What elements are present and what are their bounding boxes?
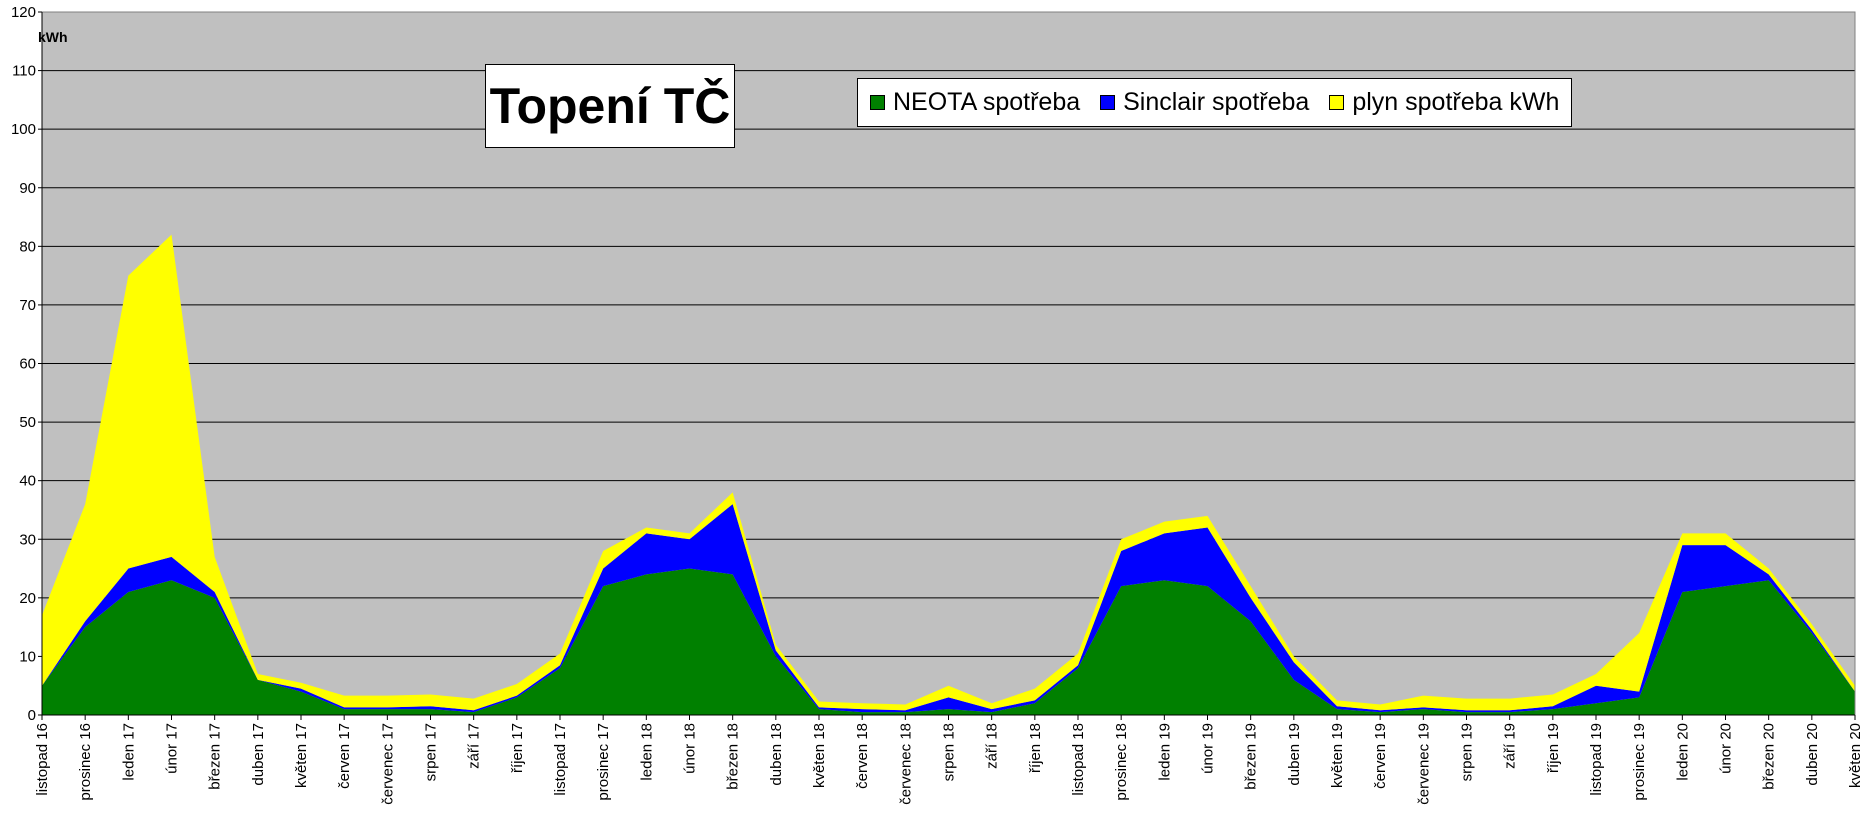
x-tick-label: prosinec 18 — [1113, 723, 1130, 801]
y-tick-label: 40 — [19, 473, 36, 490]
series-area-0 — [42, 568, 1855, 715]
x-tick-label: listopad 18 — [1070, 723, 1087, 796]
x-tick-label: leden 20 — [1674, 723, 1691, 781]
y-tick-label: 70 — [19, 297, 36, 314]
x-tick-label: září 19 — [1502, 723, 1519, 769]
legend-swatch-neota — [870, 95, 885, 110]
x-tick-label: květen 18 — [811, 723, 828, 788]
y-tick-label: 20 — [19, 590, 36, 607]
x-tick-label: srpen 19 — [1459, 723, 1476, 781]
y-tick-label: 60 — [19, 356, 36, 373]
x-tick-label: únor 20 — [1718, 723, 1735, 774]
x-tick-label: prosinec 17 — [595, 723, 612, 801]
y-tick-label: 0 — [28, 707, 36, 724]
x-tick-label: únor 19 — [1200, 723, 1217, 774]
legend-item-plyn: plyn spotřeba kWh — [1329, 88, 1559, 117]
x-tick-label: červen 18 — [854, 723, 871, 789]
x-tick-label: červen 19 — [1372, 723, 1389, 789]
x-tick-label: březen 18 — [725, 723, 742, 790]
x-tick-label: říjen 18 — [1027, 723, 1044, 773]
y-axis-ticks: 0 10 20 30 40 50 60 70 80 90 100 110 120 — [11, 4, 42, 724]
x-tick-label: únor 18 — [682, 723, 699, 774]
x-tick-label: srpen 18 — [941, 723, 958, 781]
x-tick-label: duben 20 — [1804, 723, 1821, 786]
legend-label-sinclair: Sinclair spotřeba — [1123, 88, 1310, 116]
y-tick-label: 110 — [12, 63, 36, 80]
x-tick-label: září 17 — [466, 723, 483, 769]
legend-swatch-sinclair — [1100, 95, 1116, 110]
y-tick-label: 120 — [11, 4, 36, 21]
legend-swatch-plyn — [1329, 95, 1345, 110]
x-tick-label: červenec 19 — [1415, 723, 1432, 805]
legend-label-neota: NEOTA spotřeba — [893, 88, 1081, 116]
chart-title-box: Topení TČ — [485, 64, 735, 148]
legend: NEOTA spotřeba Sinclair spotřeba plyn sp… — [857, 78, 1573, 127]
x-tick-label: listopad 17 — [552, 723, 569, 796]
y-tick-label: 50 — [19, 414, 36, 431]
y-tick-label: 90 — [19, 180, 36, 197]
chart-title: Topení TČ — [489, 78, 731, 134]
legend-item-sinclair: Sinclair spotřeba — [1100, 88, 1309, 117]
x-tick-label: říjen 17 — [509, 723, 526, 773]
x-tick-label: květen 17 — [293, 723, 310, 788]
x-tick-label: červenec 17 — [379, 723, 396, 805]
x-tick-label: listopad 19 — [1588, 723, 1605, 796]
x-tick-label: říjen 19 — [1545, 723, 1562, 773]
x-tick-label: březen 20 — [1761, 723, 1778, 790]
gridlines — [42, 11, 1855, 657]
x-tick-label: březen 19 — [1243, 723, 1260, 790]
x-tick-label: únor 17 — [164, 723, 181, 774]
x-tick-label: srpen 17 — [423, 723, 440, 781]
y-tick-label: 100 — [11, 121, 36, 138]
x-tick-label: květen 19 — [1329, 723, 1346, 788]
x-tick-label: leden 17 — [120, 723, 137, 781]
x-tick-label: leden 18 — [638, 723, 655, 781]
x-tick-label: duben 18 — [768, 723, 785, 786]
x-tick-label: červenec 18 — [897, 723, 914, 805]
x-tick-label: červen 17 — [336, 723, 353, 789]
x-tick-label: duben 17 — [250, 723, 267, 786]
x-tick-label: březen 17 — [207, 723, 224, 790]
y-tick-label: 30 — [19, 531, 36, 548]
x-tick-label: listopad 16 — [34, 723, 51, 796]
x-axis-ticks: listopad 16 prosinec 16 leden 17 únor 17 bře… — [34, 715, 1862, 805]
x-tick-label: prosinec 16 — [77, 723, 94, 801]
x-tick-label: květen 20 — [1847, 723, 1862, 788]
y-tick-label: 10 — [19, 648, 36, 665]
x-tick-label: leden 19 — [1156, 723, 1173, 781]
x-tick-label: duben 19 — [1286, 723, 1303, 786]
x-tick-label: září 18 — [984, 723, 1001, 769]
legend-item-neota: NEOTA spotřeba — [870, 88, 1080, 117]
y-tick-label: 80 — [19, 238, 36, 255]
y-axis-unit-label: kWh — [38, 29, 68, 45]
series-areas — [42, 234, 1855, 715]
legend-label-plyn: plyn spotřeba kWh — [1352, 88, 1560, 116]
x-tick-label: prosinec 19 — [1631, 723, 1648, 801]
